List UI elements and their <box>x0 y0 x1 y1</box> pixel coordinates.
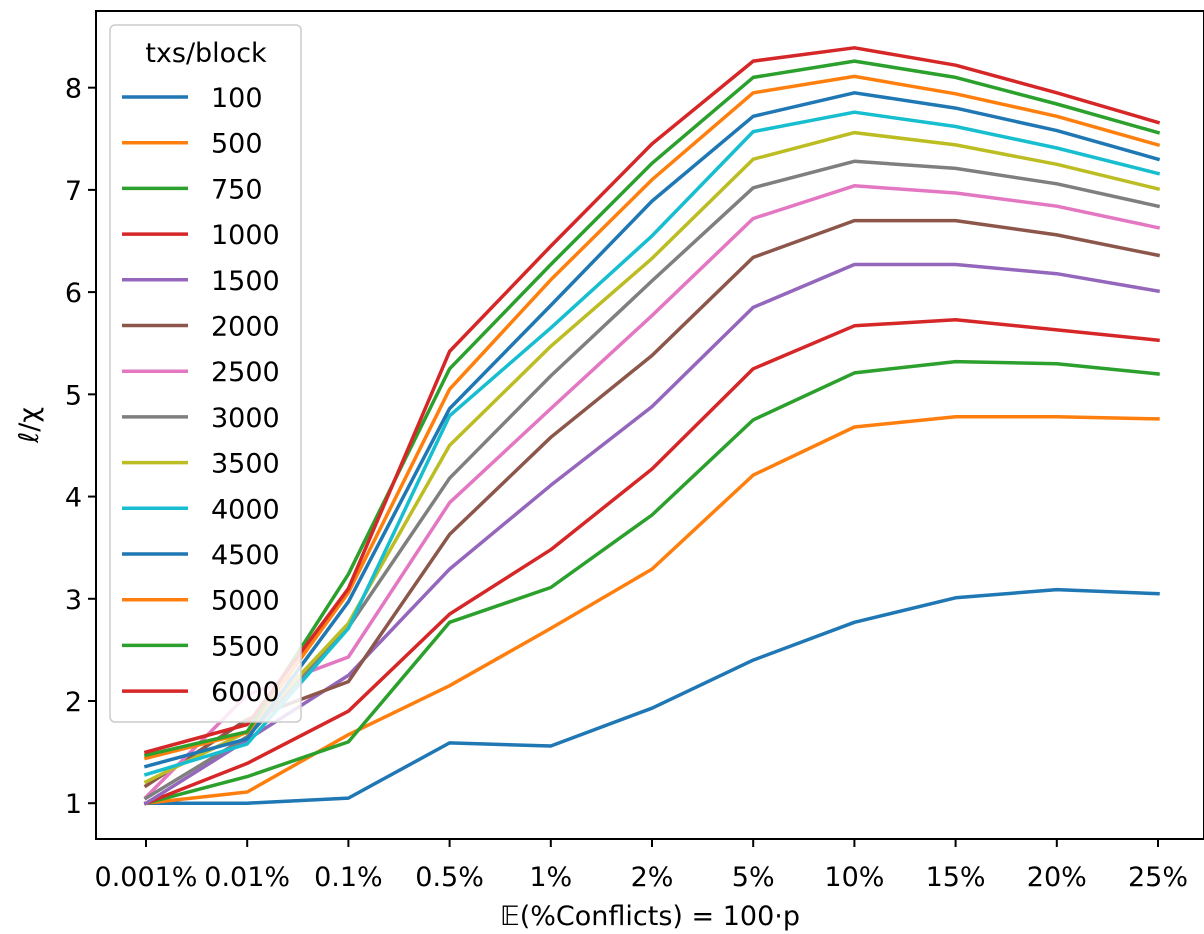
y-tick-label: 6 <box>65 278 82 309</box>
x-tick-label: 0.5% <box>415 862 484 893</box>
x-axis-label: 𝔼(%Conflicts) = 100·p <box>500 901 800 932</box>
legend-title: txs/block <box>145 38 267 69</box>
series-line-2500 <box>143 184 1161 800</box>
legend-frame <box>109 24 302 723</box>
legend-label-5500: 5500 <box>211 631 280 662</box>
x-tick-label: 0.1% <box>314 862 383 893</box>
series-line-6000 <box>143 46 1161 755</box>
series-line-1000 <box>143 317 1160 806</box>
legend-label-1000: 1000 <box>211 220 280 251</box>
legend-label-4000: 4000 <box>211 494 280 525</box>
legend-label-1500: 1500 <box>211 266 280 297</box>
series-line-4000 <box>143 110 1161 777</box>
series-line-750 <box>143 359 1160 806</box>
legend: txs/block 100 500 750 1000 1500 2000 2500 3000 3… <box>109 24 302 723</box>
y-tick-label: 4 <box>65 483 82 514</box>
legend-label-100: 100 <box>211 83 263 114</box>
legend-label-3000: 3000 <box>211 403 280 434</box>
x-tick-label: 2% <box>631 862 674 893</box>
legend-label-6000: 6000 <box>211 677 280 708</box>
legend-entries: 100 500 750 1000 1500 2000 2500 3000 3500 4000 450… <box>122 83 280 708</box>
x-tick-label: 10% <box>824 862 884 893</box>
y-axis: 1 2 3 4 5 6 7 8 <box>65 74 96 820</box>
legend-label-3500: 3500 <box>211 449 280 480</box>
y-tick-label: 8 <box>65 74 82 105</box>
series-line-100 <box>144 587 1160 805</box>
y-tick-label: 5 <box>65 380 82 411</box>
plot-frame <box>95 10 1204 840</box>
series-line-5000 <box>143 74 1161 761</box>
y-tick-label: 3 <box>65 585 82 616</box>
x-tick-label: 1% <box>529 862 572 893</box>
legend-label-500: 500 <box>211 129 263 160</box>
y-axis-label: ℓ/χ <box>14 407 45 444</box>
series-line-3000 <box>143 159 1161 801</box>
x-axis: 0.001% 0.01% 0.1% 0.5% 1% 2% 5% 10% 15% 20% 25% <box>95 839 1188 893</box>
legend-label-2000: 2000 <box>211 312 280 343</box>
x-tick-label: 0.001% <box>95 862 198 893</box>
x-tick-label: 15% <box>926 862 986 893</box>
series-line-3500 <box>143 130 1161 785</box>
x-tick-label: 25% <box>1128 862 1188 893</box>
y-tick-label: 7 <box>65 176 82 207</box>
legend-label-750: 750 <box>211 174 263 205</box>
series-line-2000 <box>143 218 1161 789</box>
legend-label-2500: 2500 <box>211 357 280 388</box>
x-tick-label: 0.01% <box>204 862 290 893</box>
plot-lines <box>143 46 1161 806</box>
y-tick-label: 2 <box>65 687 82 718</box>
series-line-1500 <box>143 262 1161 806</box>
series-line-5500 <box>143 59 1161 758</box>
x-tick-label: 5% <box>732 862 775 893</box>
x-tick-label: 20% <box>1027 862 1087 893</box>
y-tick-label: 1 <box>65 789 82 820</box>
series-line-4500 <box>143 91 1161 769</box>
legend-label-4500: 4500 <box>211 540 280 571</box>
legend-label-5000: 5000 <box>211 586 280 617</box>
